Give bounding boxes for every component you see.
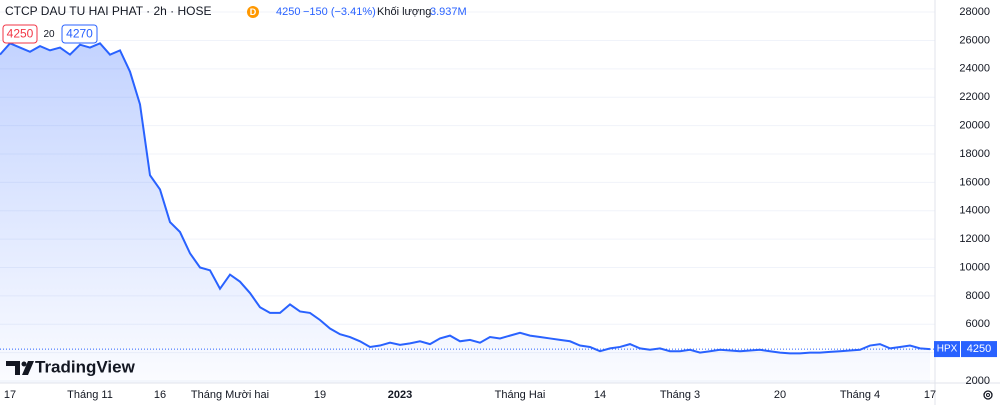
bid-box[interactable]	[2, 24, 38, 44]
x-tick-label: 17	[4, 389, 16, 401]
last-price-label-bg	[961, 341, 997, 358]
y-tick-label: 8000	[966, 290, 990, 302]
y-tick-label: 18000	[959, 148, 990, 160]
logo-text[interactable]: TradingView	[35, 357, 136, 376]
y-tick-label: 22000	[959, 91, 990, 103]
y-tick-label: 2000	[966, 375, 990, 387]
x-tick-label: Tháng Hai	[495, 389, 546, 401]
x-tick-label: Tháng Mười hai	[191, 389, 269, 401]
settings-icon[interactable]	[983, 390, 993, 400]
y-tick-label: 12000	[959, 233, 990, 245]
y-tick-label: 14000	[959, 205, 990, 217]
x-tick-label: 20	[774, 389, 786, 401]
x-tick-label: 19	[314, 389, 326, 401]
interval-badge-bg	[247, 6, 259, 18]
x-tick-label: Tháng 3	[660, 389, 700, 401]
volume-title: Khối lượng	[377, 6, 431, 18]
x-tick-label: 16	[154, 389, 166, 401]
x-tick-label: 2023	[388, 389, 412, 401]
x-tick-label: 17	[924, 389, 936, 401]
area-fill	[0, 43, 930, 383]
y-tick-label: 24000	[959, 63, 990, 75]
ask[interactable]: 4270	[66, 27, 93, 41]
volume: 3.937M	[430, 6, 467, 18]
interval-badge[interactable]: D	[250, 7, 257, 17]
y-tick-label: 20000	[959, 119, 990, 131]
y-tick-label: 10000	[959, 261, 990, 273]
spread: 20	[43, 29, 55, 40]
x-tick-label: Tháng 11	[67, 389, 113, 401]
chart-title: CTCP DAU TU HAI PHAT · 2h · HOSE	[5, 4, 211, 18]
x-tick-label: Tháng 4	[840, 389, 880, 401]
logo[interactable]: TradingView	[6, 357, 136, 376]
symbol-label-bg	[934, 341, 960, 358]
price-line	[0, 42, 931, 355]
last-value: 4250	[276, 6, 300, 18]
ask-box[interactable]	[61, 24, 98, 44]
y-tick-label: 16000	[959, 176, 990, 188]
bid[interactable]: 4250	[7, 27, 34, 41]
change: −150 (−3.41%)	[303, 6, 376, 18]
last-price-label: 4250	[967, 343, 991, 355]
y-tick-label: 6000	[966, 318, 990, 330]
x-tick-label: 14	[594, 389, 606, 401]
y-tick-label: 26000	[959, 34, 990, 46]
symbol-label: HPX	[937, 344, 958, 355]
y-tick-label: 28000	[959, 6, 990, 18]
